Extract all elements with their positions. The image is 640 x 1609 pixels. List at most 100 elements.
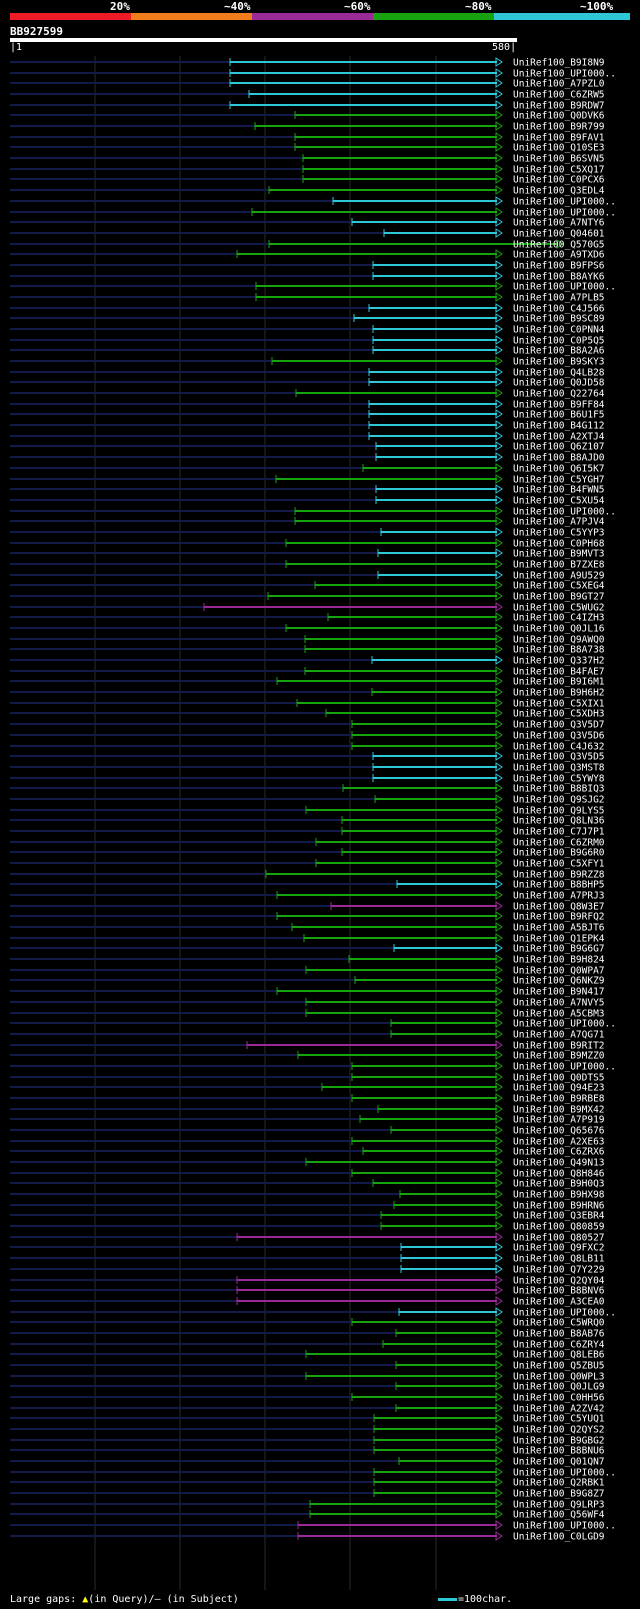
hit-label[interactable]: UniRef100_Q8LB11: [513, 1254, 605, 1265]
hit-label[interactable]: UniRef100_Q8LN36: [513, 816, 605, 827]
hit-row[interactable]: UniRef100_Q9SJG2: [10, 794, 605, 806]
hit-label[interactable]: UniRef100_Q9LYS5: [513, 806, 605, 817]
hit-row[interactable]: UniRef100_Q4LB28: [10, 367, 605, 379]
hit-row[interactable]: UniRef100_B8BHP5: [10, 879, 605, 891]
hit-row[interactable]: UniRef100_C0P5Q5: [10, 335, 605, 347]
hit-label[interactable]: UniRef100_C6ZRW5: [513, 90, 605, 101]
hit-label[interactable]: UniRef100_C6ZRY4: [513, 1340, 605, 1351]
hit-label[interactable]: UniRef100_Q8LEB6: [513, 1350, 605, 1361]
hit-row[interactable]: UniRef100_B8AYK6: [10, 271, 605, 283]
hit-label[interactable]: UniRef100_Q8H846: [513, 1169, 605, 1180]
hit-label[interactable]: UniRef100_Q6NKZ9: [513, 976, 605, 987]
hit-row[interactable]: UniRef100_Q8LN36: [10, 815, 605, 827]
hit-label[interactable]: UniRef100_B9FPS6: [513, 261, 605, 272]
hit-row[interactable]: UniRef100_Q9AWQ0: [10, 634, 605, 646]
hit-label[interactable]: UniRef100_Q0WPL3: [513, 1372, 605, 1383]
hit-label[interactable]: UniRef100_C6ZRM0: [513, 838, 605, 849]
hit-label[interactable]: UniRef100_B9G6R0: [513, 848, 605, 859]
hit-label[interactable]: UniRef100_B7ZXE8: [513, 560, 605, 571]
hit-row[interactable]: UniRef100_UPI000..: [10, 1061, 616, 1073]
hit-label[interactable]: UniRef100_B9RZZ8: [513, 870, 605, 881]
hit-label[interactable]: UniRef100_C5YWY8: [513, 774, 605, 785]
hit-row[interactable]: UniRef100_Q3EDL4: [10, 185, 605, 197]
hit-label[interactable]: UniRef100_Q2QYS2: [513, 1425, 605, 1436]
hit-label[interactable]: UniRef100_B8AB76: [513, 1329, 605, 1340]
hit-row[interactable]: UniRef100_C0LGD9: [10, 1531, 605, 1543]
hit-row[interactable]: UniRef100_Q7Y229: [10, 1264, 605, 1276]
hit-label[interactable]: UniRef100_C7J7P1: [513, 827, 605, 838]
hit-row[interactable]: UniRef100_C5XU54: [10, 495, 605, 507]
hit-label[interactable]: UniRef100_A7P919: [513, 1115, 605, 1126]
hit-label[interactable]: UniRef100_C0PNN4: [513, 325, 605, 336]
hit-row[interactable]: UniRef100_B9MZZ0: [10, 1050, 605, 1062]
hit-row[interactable]: UniRef100_Q2RBK1: [10, 1477, 605, 1489]
hit-row[interactable]: UniRef100_C5XEG4: [10, 580, 605, 592]
hit-label[interactable]: UniRef100_B9FAV1: [513, 133, 605, 144]
hit-label[interactable]: UniRef100_B8A738: [513, 645, 605, 656]
hit-label[interactable]: UniRef100_B9I8N9: [513, 58, 605, 69]
hit-label[interactable]: UniRef100_B9N417: [513, 987, 605, 998]
hit-row[interactable]: UniRef100_A2XTJ4: [10, 431, 605, 443]
hit-label[interactable]: UniRef100_Q6I5K7: [513, 464, 605, 475]
hit-label[interactable]: UniRef100_C5YUQ1: [513, 1414, 605, 1425]
hit-label[interactable]: UniRef100_B9HRN6: [513, 1201, 605, 1212]
hit-label[interactable]: UniRef100_UPI000..: [513, 1019, 616, 1030]
hit-label[interactable]: UniRef100_Q5ZBU5: [513, 1361, 605, 1372]
hit-label[interactable]: UniRef100_B9FF84: [513, 400, 605, 411]
hit-row[interactable]: UniRef100_Q9LRP3: [10, 1499, 605, 1511]
hit-label[interactable]: UniRef100_Q0JD58: [513, 378, 605, 389]
hit-label[interactable]: UniRef100_B8AYK6: [513, 272, 605, 283]
hit-row[interactable]: UniRef100_C5XQ17: [10, 164, 605, 176]
hit-row[interactable]: UniRef100_B4FWN5: [10, 484, 605, 496]
hit-row[interactable]: UniRef100_Q3MST8: [10, 762, 605, 774]
hit-label[interactable]: UniRef100_A5BJT6: [513, 923, 605, 934]
hit-row[interactable]: UniRef100_UPI000..: [10, 207, 616, 219]
hit-label[interactable]: UniRef100_B4G112: [513, 421, 605, 432]
hit-label[interactable]: UniRef100_Q7Y229: [513, 1265, 605, 1276]
hit-label[interactable]: UniRef100_B9SKY3: [513, 357, 605, 368]
hit-row[interactable]: UniRef100_A7PRJ3: [10, 890, 605, 902]
hit-label[interactable]: UniRef100_Q1EPK4: [513, 934, 605, 945]
hit-row[interactable]: UniRef100_A2XE63: [10, 1136, 605, 1148]
hit-label[interactable]: UniRef100_Q3EBR4: [513, 1211, 605, 1222]
hit-label[interactable]: UniRef100_C4J566: [513, 304, 605, 315]
hit-row[interactable]: UniRef100_B9RZZ8: [10, 869, 605, 881]
hit-row[interactable]: UniRef100_Q1EPK4: [10, 933, 605, 945]
hit-label[interactable]: UniRef100_B8BHP5: [513, 880, 605, 891]
hit-label[interactable]: UniRef100_Q0DTS5: [513, 1073, 605, 1084]
hit-label[interactable]: UniRef100_B9G6G7: [513, 944, 605, 955]
hit-label[interactable]: UniRef100_A7NTY6: [513, 218, 605, 229]
hit-row[interactable]: UniRef100_B7ZXE8: [10, 559, 605, 571]
hit-row[interactable]: UniRef100_Q6NKZ9: [10, 975, 605, 987]
hit-row[interactable]: UniRef100_B4FAE7: [10, 666, 605, 678]
hit-row[interactable]: UniRef100_C5YWY8: [10, 773, 605, 785]
hit-row[interactable]: UniRef100_Q80859: [10, 1221, 605, 1233]
hit-row[interactable]: UniRef100_B4G112: [10, 420, 605, 432]
hit-label[interactable]: UniRef100_A5CBM3: [513, 1009, 605, 1020]
hit-label[interactable]: UniRef100_Q3V5D5: [513, 752, 605, 763]
hit-label[interactable]: UniRef100_B4FWN5: [513, 485, 605, 496]
hit-row[interactable]: UniRef100_B9FAV1: [10, 132, 605, 144]
hit-row[interactable]: UniRef100_A7QG71: [10, 1029, 605, 1041]
hit-row[interactable]: UniRef100_Q0WPL3: [10, 1371, 605, 1383]
hit-row[interactable]: UniRef100_Q570G5: [10, 239, 605, 251]
hit-label[interactable]: UniRef100_UPI000..: [513, 282, 616, 293]
hit-label[interactable]: UniRef100_B9SC89: [513, 314, 605, 325]
hit-row[interactable]: UniRef100_A5CBM3: [10, 1008, 605, 1020]
hit-label[interactable]: UniRef100_B9H824: [513, 955, 605, 966]
hit-row[interactable]: UniRef100_B9I8N9: [10, 57, 605, 69]
hit-row[interactable]: UniRef100_Q8H846: [10, 1168, 605, 1180]
hit-label[interactable]: UniRef100_C5YGH7: [513, 475, 605, 486]
hit-row[interactable]: UniRef100_B8AJD0: [10, 452, 605, 464]
hit-row[interactable]: UniRef100_Q8LB11: [10, 1253, 605, 1265]
hit-row[interactable]: UniRef100_Q94E23: [10, 1082, 605, 1094]
hit-label[interactable]: UniRef100_Q01QN7: [513, 1457, 605, 1468]
hit-label[interactable]: UniRef100_Q8W3E7: [513, 902, 605, 913]
hit-label[interactable]: UniRef100_A7PRJ3: [513, 891, 605, 902]
hit-label[interactable]: UniRef100_Q94E23: [513, 1083, 605, 1094]
hit-label[interactable]: UniRef100_C5YYP3: [513, 528, 605, 539]
hit-row[interactable]: UniRef100_UPI000..: [10, 196, 616, 208]
hit-label[interactable]: UniRef100_B9MZZ0: [513, 1051, 605, 1062]
hit-label[interactable]: UniRef100_Q9FXC2: [513, 1243, 605, 1254]
hit-label[interactable]: UniRef100_B9R799: [513, 122, 605, 133]
